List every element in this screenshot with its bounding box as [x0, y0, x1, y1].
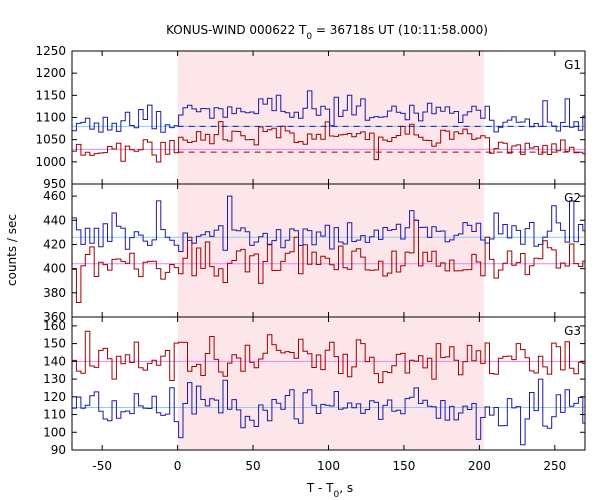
chart-panels: 950100010501100115012001250G136038040042… — [35, 44, 586, 473]
y-axis-title: counts / sec — [5, 214, 19, 286]
y-tick-label: 140 — [43, 354, 66, 368]
x-tick-label: 150 — [392, 459, 415, 473]
x-tick-label: 100 — [317, 459, 340, 473]
y-tick-label: 110 — [43, 408, 66, 422]
y-tick-label: 1000 — [35, 155, 66, 169]
series-bottom-line — [72, 219, 585, 303]
y-tick-label: 380 — [43, 286, 66, 300]
x-tick-label: 200 — [468, 459, 491, 473]
y-tick-label: 90 — [51, 443, 66, 457]
y-tick-label: 150 — [43, 337, 66, 351]
series-bottom-line — [72, 121, 585, 163]
panel-label: G3 — [564, 324, 581, 338]
y-tick-label: 100 — [43, 425, 66, 439]
y-tick-label: 1100 — [35, 111, 66, 125]
panel-frame — [71, 316, 586, 451]
x-tick-label: 250 — [543, 459, 566, 473]
y-tick-label: 1250 — [35, 44, 66, 58]
panel-label: G2 — [564, 191, 581, 205]
panel-label: G1 — [564, 58, 581, 72]
y-tick-label: 1200 — [35, 66, 66, 80]
x-tick-label: -50 — [92, 459, 112, 473]
x-tick-label: 0 — [174, 459, 182, 473]
y-tick-label: 400 — [43, 262, 66, 276]
y-tick-label: 120 — [43, 390, 66, 404]
y-tick-label: 1150 — [35, 88, 66, 102]
y-tick-label: 360 — [43, 310, 66, 324]
x-tick-label: 50 — [245, 459, 260, 473]
y-tick-label: 160 — [43, 319, 66, 333]
y-tick-label: 130 — [43, 372, 66, 386]
y-tick-label: 420 — [43, 237, 66, 251]
series-bottom-line — [72, 330, 585, 384]
series-top-line — [72, 90, 585, 133]
x-axis-title: T - T0, s — [306, 481, 353, 500]
y-tick-label: 460 — [43, 189, 66, 203]
y-tick-label: 440 — [43, 213, 66, 227]
y-tick-label: 1050 — [35, 133, 66, 147]
panel-g1: 950 1000 1050 1100 1150 1200 1250 G1 — [35, 44, 586, 191]
highlight-interval — [177, 51, 484, 450]
panel-g3: 90 100 110 120 130 140 150 160 G3 — [43, 316, 586, 457]
chart-title: KONUS-WIND 000622 T0 = 36718s UT (10:11:… — [166, 23, 488, 42]
y-tick-label: 950 — [43, 177, 66, 191]
series-top-line — [72, 378, 585, 446]
series-top-line — [72, 195, 585, 252]
